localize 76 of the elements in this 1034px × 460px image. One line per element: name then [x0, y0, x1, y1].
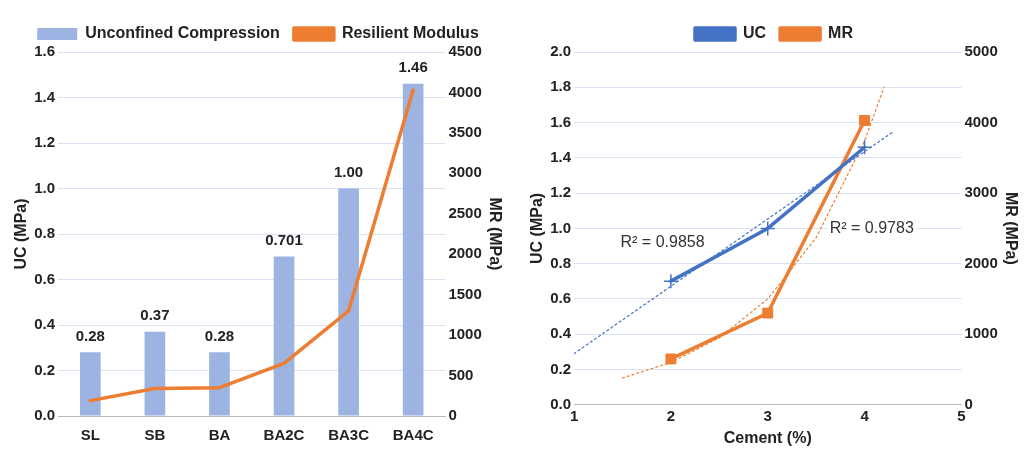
- legend-label: Resilient Modulus: [341, 24, 479, 42]
- x-tick-label: 4: [860, 406, 870, 424]
- point: [759, 220, 776, 237]
- point: [859, 114, 871, 126]
- y-tick-label: 0.8: [550, 253, 572, 271]
- y2-axis-title: MR (MPa): [1002, 191, 1020, 265]
- y-tick-label: 0.2: [34, 360, 56, 378]
- y-tick-label: 0.8: [34, 224, 56, 242]
- y-tick-label: 1.2: [34, 133, 56, 151]
- y-tick-label: 0.6: [550, 289, 572, 307]
- y2-tick-label: 1500: [448, 284, 482, 302]
- y-tick-label: 1.4: [550, 147, 572, 165]
- y2-tick-label: 3000: [448, 163, 482, 181]
- y2-tick-label: 5000: [964, 42, 998, 60]
- data-label: 0.28: [75, 326, 105, 344]
- bar: [402, 83, 424, 416]
- bar: [80, 352, 101, 416]
- y2-tick-label: 1000: [964, 324, 998, 342]
- point: [665, 353, 677, 365]
- y-axis-title: UC (MPa): [528, 192, 546, 264]
- legend-label: Unconfined Compression: [85, 24, 280, 42]
- y2-tick-label: 2000: [448, 244, 482, 262]
- annotation: R² = 0.9858: [620, 232, 705, 250]
- y-tick-label: 0.4: [550, 324, 572, 342]
- y2-tick-label: 3500: [448, 123, 482, 141]
- bar: [338, 188, 359, 416]
- y2-axis-title: MR (MPa): [486, 197, 504, 271]
- y-tick-label: 0.6: [34, 269, 56, 287]
- point: [856, 139, 873, 156]
- y-tick-label: 0.0: [34, 406, 56, 424]
- y2-tick-label: 2500: [448, 203, 482, 221]
- x-tick-label: 3: [763, 406, 772, 424]
- y-tick-label: 1.6: [550, 112, 572, 130]
- x-tick-label: 5: [957, 406, 966, 424]
- annotation: R² = 0.9783: [829, 218, 914, 236]
- y2-tick-label: 4500: [448, 42, 482, 60]
- x-tick-label: BA: [208, 426, 231, 444]
- y-tick-label: 0.4: [34, 315, 56, 333]
- y2-tick-label: 3000: [964, 183, 998, 201]
- y-tick-label: 1.6: [34, 42, 56, 60]
- y2-tick-label: 2000: [964, 253, 998, 271]
- y-tick-label: 0.2: [550, 359, 572, 377]
- y2-tick-label: 4000: [448, 82, 482, 100]
- y2-tick-label: 0: [448, 406, 457, 424]
- y-tick-label: 1.0: [34, 178, 56, 196]
- data-label: 0.28: [204, 326, 235, 344]
- y-tick-label: 1.2: [550, 183, 572, 201]
- y2-tick-label: 1000: [448, 325, 482, 343]
- y-tick-label: 1.0: [550, 218, 572, 236]
- y2-tick-label: 4000: [964, 112, 998, 130]
- data-label: 0.37: [140, 306, 170, 324]
- x-axis-title: Cement (%): [723, 428, 812, 446]
- data-label: 1.46: [398, 58, 428, 76]
- point: [762, 307, 774, 319]
- x-tick-label: SB: [144, 426, 166, 444]
- x-tick-label: 1: [569, 406, 579, 424]
- y-tick-label: 1.4: [34, 87, 56, 105]
- y2-tick-label: 500: [448, 365, 474, 383]
- point: [663, 273, 679, 289]
- bar: [273, 256, 295, 416]
- bar: [209, 352, 230, 416]
- x-tick-label: 2: [666, 406, 676, 424]
- x-tick-label: BA4C: [392, 426, 434, 444]
- y-tick-label: 0.0: [550, 394, 572, 412]
- x-tick-label: BA2C: [263, 426, 305, 444]
- x-tick-label: SL: [80, 426, 100, 444]
- y-tick-label: 2.0: [550, 42, 572, 60]
- data-label: 0.701: [265, 231, 303, 249]
- legend-label: UC: [743, 24, 767, 42]
- x-tick-label: BA3C: [328, 426, 370, 444]
- y-axis-title: UC (MPa): [12, 198, 30, 270]
- legend-label: MR: [828, 24, 854, 42]
- y-tick-label: 1.8: [550, 77, 572, 95]
- y2-tick-label: 0: [964, 394, 973, 412]
- bar: [144, 331, 166, 416]
- data-label: 1.00: [333, 163, 364, 181]
